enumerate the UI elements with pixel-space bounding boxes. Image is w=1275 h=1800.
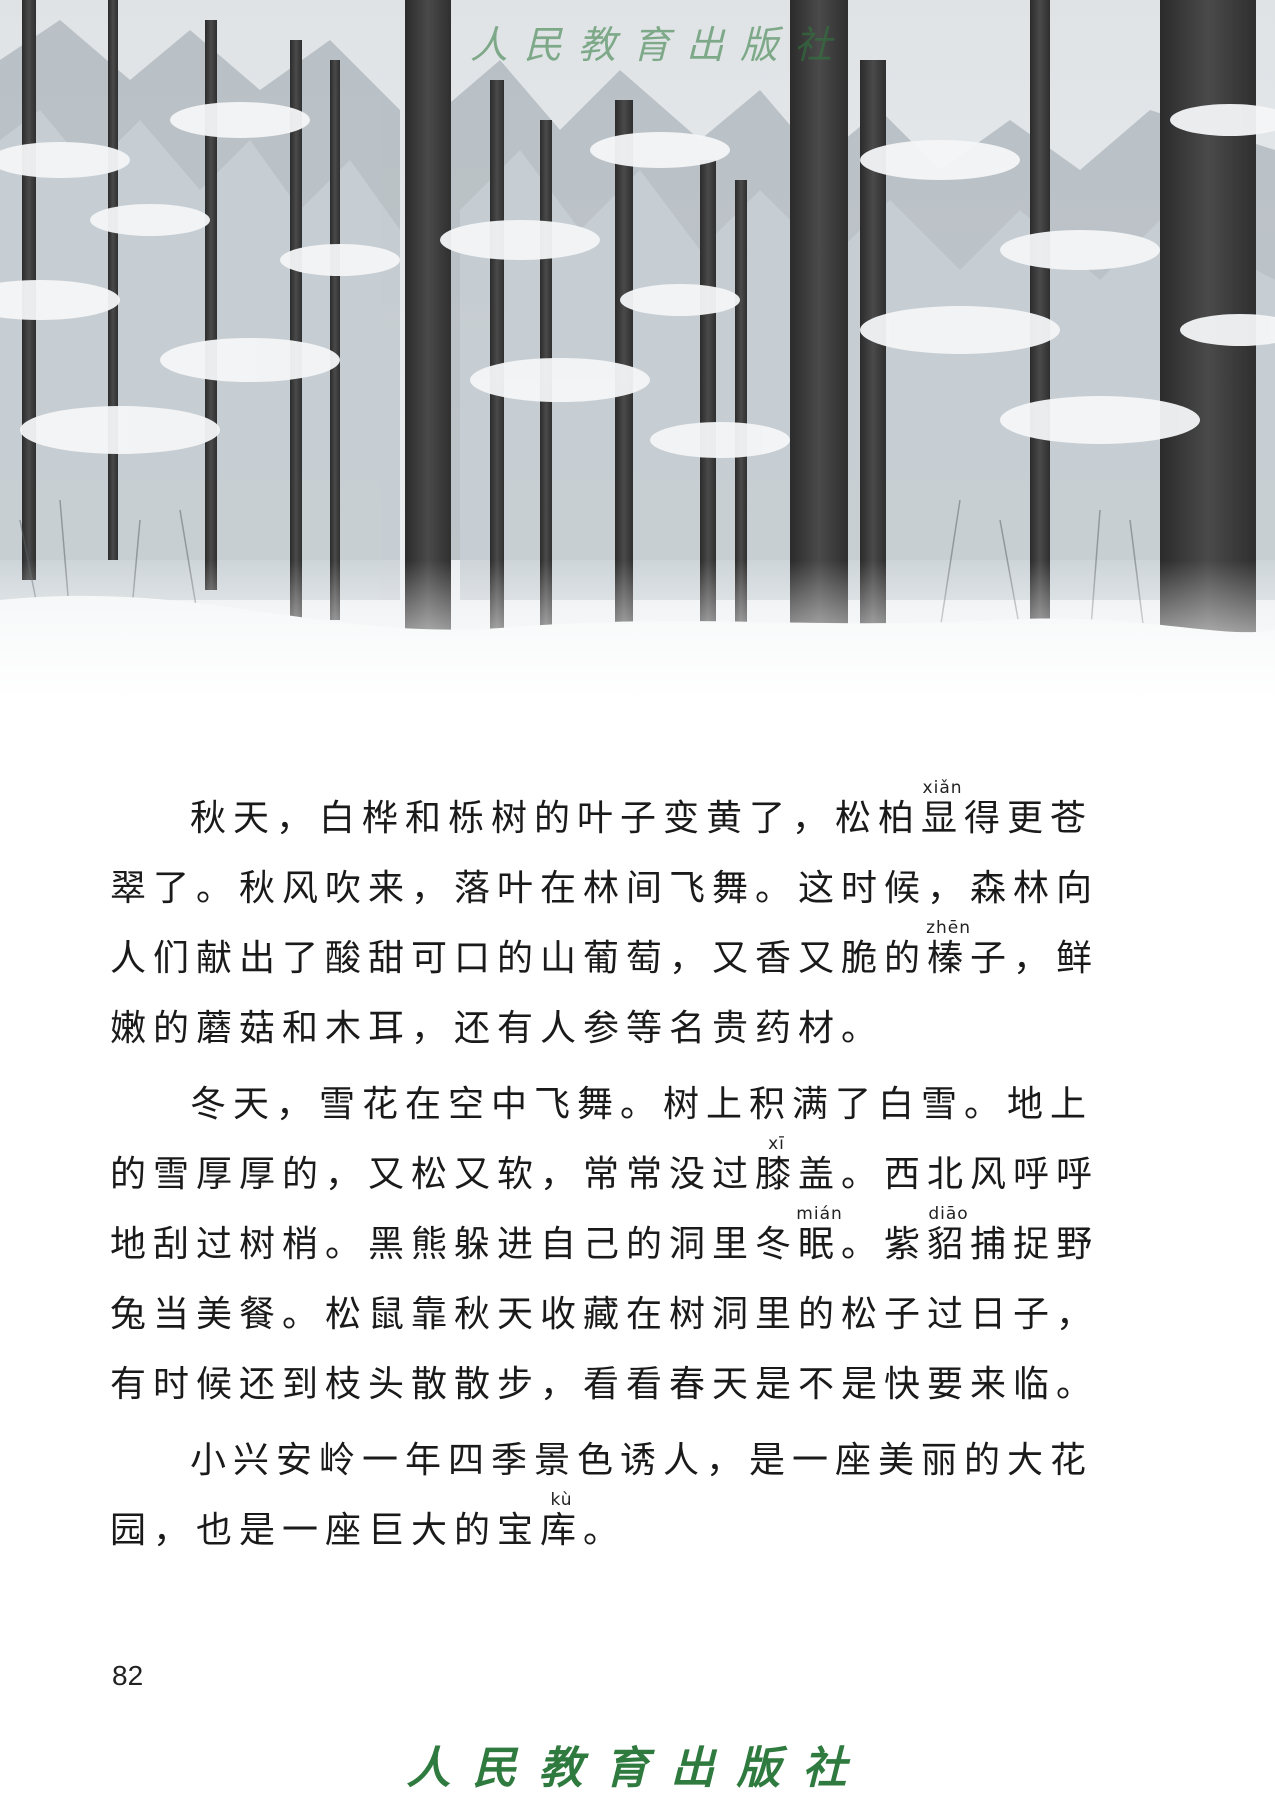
snowy-forest-illustration: 人民教育出版社 — [0, 0, 1275, 700]
page-number: 82 — [112, 1660, 144, 1691]
publisher-logo: 人民教育出版社 — [406, 1743, 869, 1794]
text-run: 捕捉野兔当美餐。松鼠靠秋天收藏在树洞里的松子过日子，有时候还到枝头散散步，看看春… — [110, 1224, 1100, 1405]
pinyin-annotated-char: 榛zhēn — [926, 918, 971, 979]
text-run: 盖。西北风呼呼地刮过树梢。黑熊躲进自己的洞里冬 — [110, 1154, 1100, 1265]
text-run: 小兴安岭一年四季景色诱人，是一座美丽的大花园，也是一座巨大的宝 — [110, 1440, 1094, 1551]
ruby-base: 膝 — [755, 1154, 799, 1195]
pinyin-annotated-char: 眠mián — [796, 1204, 843, 1265]
pinyin: xiǎn — [921, 778, 965, 798]
ruby-base: 库 — [540, 1510, 584, 1551]
forest-scene — [0, 0, 1275, 700]
pinyin-annotated-char: 显xiǎn — [921, 778, 965, 839]
text-run: 冬天，雪花在空中飞舞。树上积满了白雪。地上的雪厚厚的，又松又软，常常没过 — [110, 1084, 1094, 1195]
ruby-base: 显 — [921, 798, 965, 839]
pinyin: xī — [755, 1134, 799, 1154]
text-run: 。 — [583, 1510, 627, 1551]
pinyin: zhēn — [926, 918, 971, 938]
ruby-base: 眠 — [796, 1224, 843, 1265]
text-run: 秋天，白桦和栎树的叶子变黄了，松柏 — [190, 798, 922, 839]
pinyin: kù — [540, 1490, 584, 1510]
text-run: 子，鲜嫩的蘑菇和木耳，还有人参等名贵药材。 — [110, 938, 1100, 1049]
text-body: 秋天，白桦和栎树的叶子变黄了，松柏显xiǎn得更苍翠了。秋风吹来，落叶在林间飞舞… — [110, 778, 1110, 1572]
publisher-watermark: 人民教育出版社 — [470, 23, 849, 67]
pinyin: diāo — [927, 1204, 971, 1224]
paragraph: 秋天，白桦和栎树的叶子变黄了，松柏显xiǎn得更苍翠了。秋风吹来，落叶在林间飞舞… — [110, 778, 1110, 1064]
pinyin-annotated-char: 膝xī — [755, 1134, 799, 1195]
paragraph: 冬天，雪花在空中飞舞。树上积满了白雪。地上的雪厚厚的，又松又软，常常没过膝xī盖… — [110, 1070, 1110, 1420]
ruby-base: 貂 — [927, 1224, 971, 1265]
text-run: 。紫 — [841, 1224, 928, 1265]
pinyin-annotated-char: 库kù — [540, 1490, 584, 1551]
pinyin: mián — [796, 1204, 843, 1224]
ruby-base: 榛 — [926, 938, 971, 979]
paragraph: 小兴安岭一年四季景色诱人，是一座美丽的大花园，也是一座巨大的宝库kù。 — [110, 1426, 1110, 1566]
text-run: 得更苍翠了。秋风吹来，落叶在林间飞舞。这时候，森林向人们献出了酸甜可口的山葡萄，… — [110, 798, 1100, 979]
pinyin-annotated-char: 貂diāo — [927, 1204, 971, 1265]
